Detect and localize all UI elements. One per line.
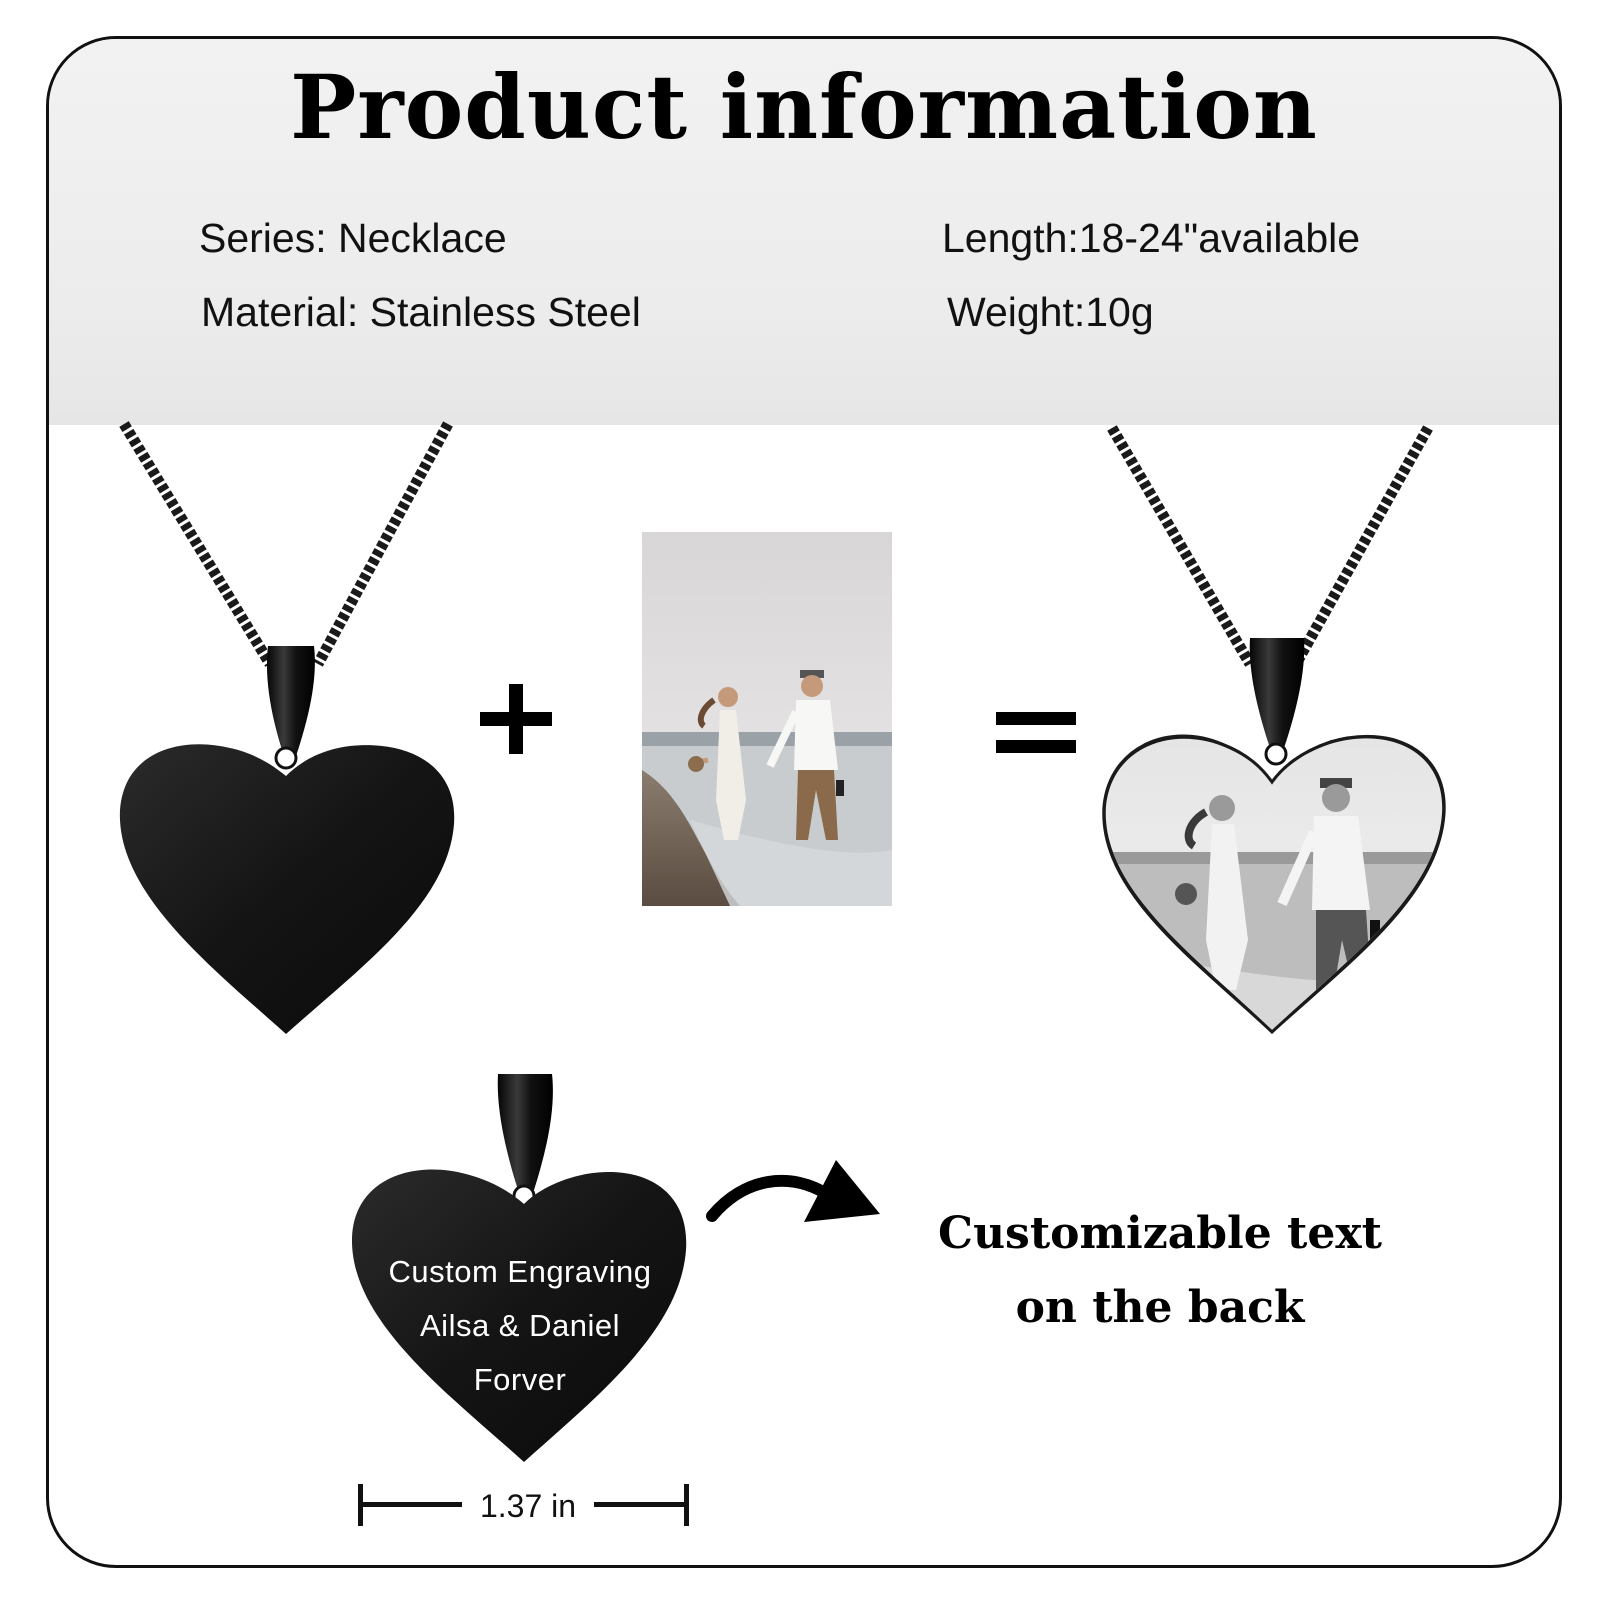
header-band: Product information Series: Necklace Mat… [49,39,1559,425]
caption-line-1: Customizable text [938,1208,1382,1259]
spec-weight: Weight:10g [947,289,1154,335]
engraving-line-3: Forver [473,1362,567,1397]
plus-icon [480,684,552,754]
page-title: Product information [290,55,1318,159]
engraving-line-2: Ailsa & Daniel [420,1308,620,1343]
spec-length: Length:18-24"available [942,215,1361,261]
back-pendant [351,1074,687,1462]
blank-heart-pendant [119,744,455,1034]
couple-photo [642,532,892,906]
engraved-heart-pendant [351,1169,687,1462]
engraving-line-1: Custom Engraving [388,1254,652,1289]
pendant-width-label: 1.37 in [466,1488,590,1525]
curved-arrow-icon [706,1160,880,1222]
caption-line-2: on the back [1015,1282,1305,1333]
equals-icon [996,712,1076,753]
spec-material: Material: Stainless Steel [201,289,641,335]
spec-series: Series: Necklace [199,215,507,261]
left-necklace [119,421,455,1034]
dimension-bracket-icon [358,1484,689,1526]
